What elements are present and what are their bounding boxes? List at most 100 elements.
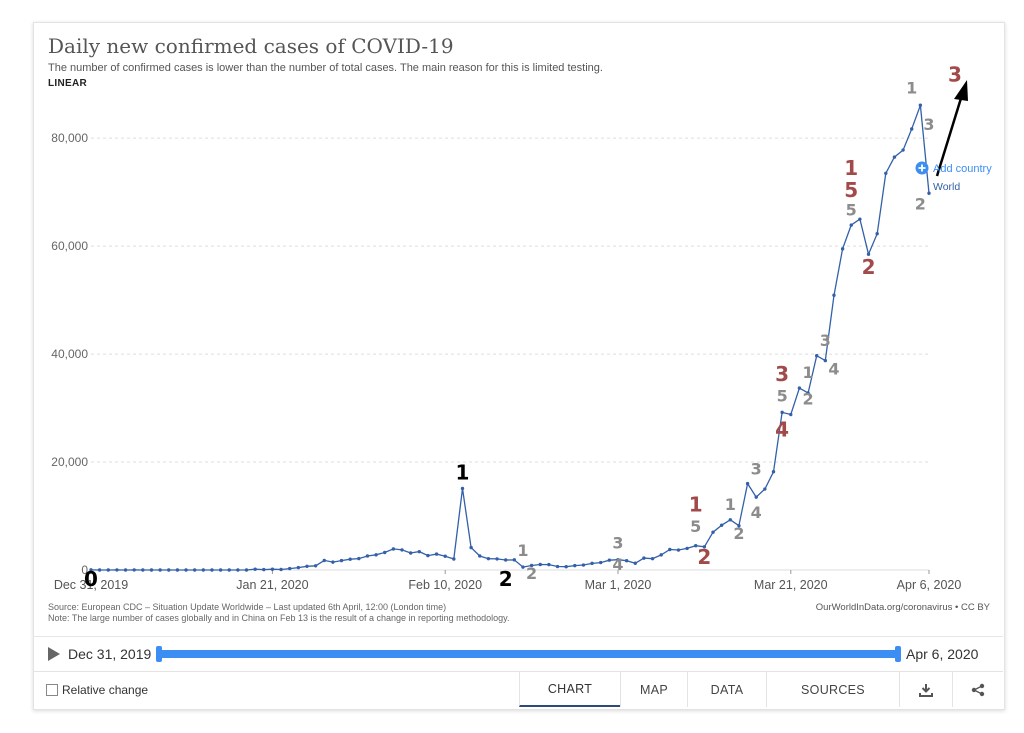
data-point <box>383 550 387 555</box>
annotation-label: 4 <box>751 503 762 522</box>
annotation-label: 3 <box>923 115 934 134</box>
data-point <box>365 554 370 558</box>
data-point <box>840 247 845 251</box>
data-point <box>115 568 119 572</box>
timeline-track[interactable] <box>158 650 899 658</box>
data-point <box>236 568 240 572</box>
annotation-label: 1 <box>517 541 528 560</box>
annotation-arrow <box>935 80 968 177</box>
data-point <box>659 553 663 557</box>
x-tick-label: Jan 21, 2020 <box>236 578 308 592</box>
timeline-end-handle[interactable] <box>895 646 901 662</box>
data-point <box>624 559 629 563</box>
tab-map[interactable]: MAP <box>620 672 687 707</box>
play-icon[interactable] <box>48 647 60 661</box>
data-point <box>201 568 206 572</box>
annotation-label: 4 <box>775 418 789 442</box>
data-point <box>771 470 776 474</box>
annotation-label: 2 <box>733 524 744 543</box>
owid-credit[interactable]: OurWorldInData.org/coronavirus • CC BY <box>815 602 990 613</box>
data-point <box>719 523 724 527</box>
annotation-label: 2 <box>862 255 876 279</box>
annotation-label: 5 <box>844 178 858 202</box>
y-tick-label: 80,000 <box>51 131 88 145</box>
data-point <box>89 568 93 572</box>
data-point <box>711 530 715 534</box>
data-point <box>192 568 197 572</box>
series-line-world <box>90 105 930 571</box>
data-point <box>763 487 767 491</box>
data-point <box>270 567 275 571</box>
data-point <box>331 560 335 564</box>
data-point <box>175 568 180 572</box>
annotation-label: 1 <box>906 78 917 97</box>
tab-chart[interactable]: CHART <box>519 672 620 707</box>
data-point <box>296 565 301 570</box>
data-point <box>443 554 447 558</box>
series-label-world[interactable]: World <box>933 181 960 193</box>
data-point <box>694 544 698 548</box>
add-country-label: Add country <box>933 163 992 175</box>
relative-change-toggle[interactable]: Relative change <box>46 683 148 697</box>
data-point <box>685 546 689 551</box>
data-point <box>590 561 594 566</box>
scale-toggle[interactable]: LINEAR <box>48 78 88 89</box>
data-point <box>97 568 102 572</box>
data-point <box>279 567 283 572</box>
data-point <box>106 568 110 572</box>
timeline-end-label: Apr 6, 2020 <box>906 646 979 662</box>
series-points <box>89 103 931 572</box>
download-button[interactable] <box>899 672 952 707</box>
data-point <box>866 252 871 256</box>
annotation-label: 1 <box>725 495 736 514</box>
data-point <box>512 558 517 562</box>
data-point <box>305 564 309 568</box>
data-point <box>184 568 188 572</box>
data-point <box>123 568 128 572</box>
annotation-label: 1 <box>689 493 703 517</box>
data-point <box>892 155 897 159</box>
data-point <box>737 524 741 528</box>
data-point <box>158 568 162 572</box>
annotation-label: 5 <box>690 517 701 536</box>
annotation-label: 3 <box>948 63 962 87</box>
data-point <box>555 564 560 569</box>
data-point <box>927 191 931 195</box>
tab-data[interactable]: DATA <box>687 672 766 707</box>
data-point <box>858 217 862 221</box>
y-tick-label: 40,000 <box>51 347 88 361</box>
data-point <box>806 391 810 395</box>
data-point <box>616 558 620 562</box>
data-point <box>452 557 456 561</box>
annotation-label: 2 <box>526 564 537 583</box>
data-point <box>728 518 732 522</box>
checkbox-icon[interactable] <box>46 684 58 696</box>
grid-lines <box>91 137 929 571</box>
data-point <box>650 556 655 561</box>
annotation-label: 1 <box>844 156 858 180</box>
x-tick-label: Mar 21, 2020 <box>754 578 828 592</box>
data-point <box>322 558 326 563</box>
data-point <box>132 568 136 572</box>
tab-sources[interactable]: SOURCES <box>766 672 899 707</box>
chart-title: Daily new confirmed cases of COVID-19 <box>48 34 454 58</box>
data-point <box>503 558 508 562</box>
data-point <box>884 171 888 175</box>
y-tick-label: 60,000 <box>51 239 88 253</box>
timeline-start-handle[interactable] <box>156 646 162 662</box>
annotation-label: 1 <box>456 460 470 484</box>
x-axis: Dec 31, 2019 Jan 21, 2020 Feb 10, 2020 Mar … <box>54 570 961 592</box>
share-button[interactable] <box>952 672 1003 707</box>
data-point <box>460 486 465 491</box>
note-text: Note: The large number of cases globally… <box>48 613 510 623</box>
data-point <box>780 410 784 415</box>
data-point <box>313 564 318 568</box>
data-point <box>426 553 430 558</box>
add-country-button[interactable]: Add country <box>915 161 993 176</box>
data-point <box>832 293 836 297</box>
data-point <box>745 481 750 486</box>
annotation-label: 4 <box>828 360 839 379</box>
relative-change-label: Relative change <box>62 683 149 697</box>
